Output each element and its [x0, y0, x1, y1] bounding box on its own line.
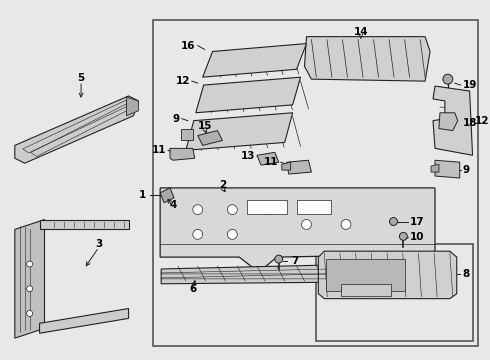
Circle shape	[262, 205, 272, 215]
Circle shape	[301, 220, 312, 229]
Text: 9: 9	[463, 165, 470, 175]
Polygon shape	[439, 113, 458, 131]
Text: 5: 5	[77, 73, 85, 83]
Polygon shape	[126, 97, 138, 116]
Circle shape	[227, 205, 237, 215]
Text: 11: 11	[264, 157, 279, 167]
Polygon shape	[161, 264, 376, 284]
Text: 12: 12	[175, 76, 190, 86]
Polygon shape	[181, 129, 193, 140]
Polygon shape	[304, 37, 430, 81]
Text: 7: 7	[292, 256, 299, 266]
Text: 2: 2	[219, 180, 226, 190]
Text: 8: 8	[463, 269, 470, 279]
Polygon shape	[15, 96, 138, 163]
Polygon shape	[287, 160, 312, 174]
Text: 13: 13	[241, 151, 255, 161]
Circle shape	[227, 229, 237, 239]
Polygon shape	[196, 77, 300, 113]
Polygon shape	[15, 220, 45, 338]
Polygon shape	[160, 188, 174, 203]
Polygon shape	[186, 113, 293, 150]
Polygon shape	[40, 309, 128, 333]
Polygon shape	[257, 152, 279, 165]
Bar	[326, 259, 405, 291]
Text: 11: 11	[151, 145, 166, 156]
Polygon shape	[170, 148, 195, 160]
Polygon shape	[203, 44, 306, 77]
Text: 3: 3	[95, 239, 102, 249]
Circle shape	[399, 233, 407, 240]
Polygon shape	[435, 160, 460, 178]
Text: 12: 12	[474, 116, 489, 126]
Polygon shape	[282, 162, 291, 170]
Circle shape	[390, 217, 397, 225]
Polygon shape	[433, 86, 472, 155]
Circle shape	[26, 261, 33, 267]
Text: 4: 4	[170, 200, 177, 210]
Bar	[247, 200, 287, 213]
Polygon shape	[318, 251, 457, 299]
Bar	[317, 244, 472, 341]
Polygon shape	[160, 188, 435, 267]
Bar	[341, 284, 391, 296]
Bar	[153, 20, 477, 346]
Circle shape	[193, 229, 203, 239]
Text: 10: 10	[410, 232, 425, 242]
Circle shape	[26, 286, 33, 292]
Text: 15: 15	[197, 121, 212, 131]
Text: 6: 6	[189, 284, 196, 294]
Text: 18: 18	[463, 118, 477, 128]
Polygon shape	[40, 220, 128, 229]
Circle shape	[275, 255, 283, 263]
Text: 1: 1	[139, 190, 147, 200]
Text: 16: 16	[181, 41, 196, 50]
Text: 17: 17	[410, 216, 425, 226]
Text: 19: 19	[463, 80, 477, 90]
Text: 14: 14	[353, 27, 368, 37]
Circle shape	[443, 74, 453, 84]
Polygon shape	[198, 131, 222, 145]
Circle shape	[26, 310, 33, 316]
Bar	[296, 200, 331, 213]
Circle shape	[193, 205, 203, 215]
Polygon shape	[431, 164, 439, 172]
Circle shape	[341, 220, 351, 229]
Text: 9: 9	[173, 114, 180, 124]
